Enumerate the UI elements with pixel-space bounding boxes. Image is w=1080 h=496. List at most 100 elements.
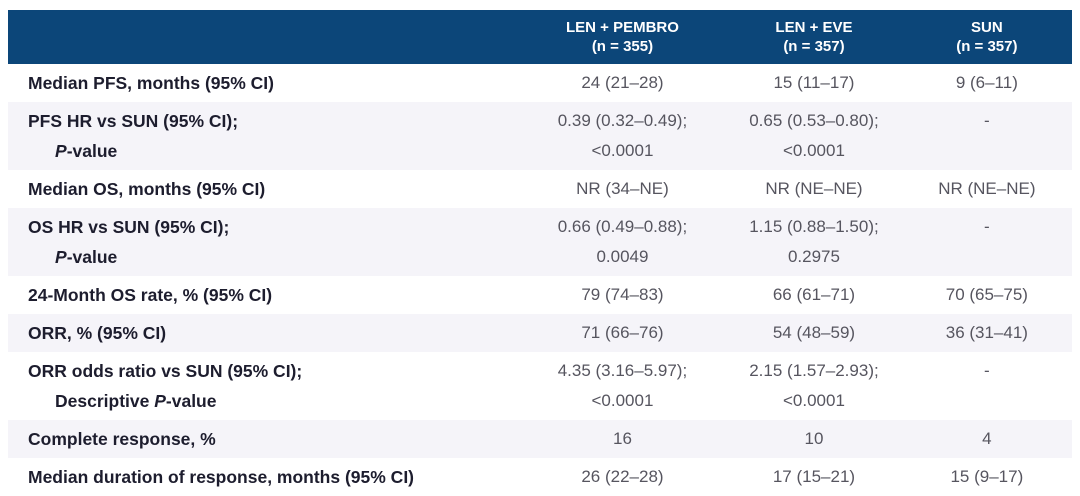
header-col-sun: SUN (n = 357) — [902, 18, 1072, 56]
cell-sun: NR (NE–NE) — [902, 174, 1072, 204]
cell-len-pembro: 79 (74–83) — [519, 280, 726, 310]
table-row: OS HR vs SUN (95% CI); P-value 0.66 (0.49–… — [8, 208, 1072, 276]
cell-value-line: 0.65 (0.53–0.80); — [749, 111, 879, 130]
header-arm-name: LEN + EVE — [775, 19, 853, 36]
cell-value-line: 9 (6–11) — [955, 73, 1018, 92]
cell-len-eve: 10 — [726, 424, 902, 454]
row-label: ORR, % (95% CI) — [8, 318, 519, 348]
header-arm-n: (n = 355) — [591, 38, 654, 55]
header-arm-name: SUN — [971, 19, 1003, 36]
cell-value-line: 16 — [612, 429, 632, 448]
table-row: Median duration of response, months (95%… — [8, 458, 1072, 496]
cell-value-line: NR (34–NE) — [576, 179, 669, 198]
table-row: ORR odds ratio vs SUN (95% CI); Descripti… — [8, 352, 1072, 420]
row-label: PFS HR vs SUN (95% CI); P-value — [8, 106, 519, 166]
cell-sun: 36 (31–41) — [902, 318, 1072, 348]
table-header: LEN + PEMBRO (n = 355) LEN + EVE (n = 35… — [8, 10, 1072, 64]
row-label-line: Complete response, % — [28, 429, 216, 449]
cell-value-line: 2.15 (1.57–2.93); — [749, 361, 879, 380]
cell-value-line: <0.0001 — [782, 391, 845, 410]
row-label: Complete response, % — [8, 424, 519, 454]
row-label: OS HR vs SUN (95% CI); P-value — [8, 212, 519, 272]
cell-len-pembro: 24 (21–28) — [519, 68, 726, 98]
row-label: Median PFS, months (95% CI) — [8, 68, 519, 98]
header-col-len-eve: LEN + EVE (n = 357) — [726, 18, 902, 56]
table-row: PFS HR vs SUN (95% CI); P-value 0.39 (0.32… — [8, 102, 1072, 170]
cell-sun: 70 (65–75) — [902, 280, 1072, 310]
row-label-line: P-value — [55, 247, 118, 267]
cell-value-line: 17 (15–21) — [772, 467, 856, 486]
cell-len-eve: NR (NE–NE) — [726, 174, 902, 204]
cell-value-line: 4.35 (3.16–5.97); — [557, 361, 688, 380]
cell-value-line: 79 (74–83) — [581, 285, 664, 304]
cell-value-line: 0.0049 — [596, 247, 649, 266]
cell-len-pembro: 71 (66–76) — [519, 318, 726, 348]
cell-len-pembro: 26 (22–28) — [519, 462, 726, 492]
cell-len-pembro: 0.66 (0.49–0.88); 0.0049 — [519, 212, 726, 272]
cell-value-line: - — [984, 361, 990, 380]
row-label-line: Median PFS, months (95% CI) — [28, 73, 274, 93]
table-row: Complete response, % 16 10 4 — [8, 420, 1072, 458]
header-col-len-pembro: LEN + PEMBRO (n = 355) — [519, 18, 726, 56]
row-label-line: Median duration of response, months (95%… — [28, 467, 415, 487]
row-label-line: ORR odds ratio vs SUN (95% CI); — [28, 361, 303, 381]
cell-len-eve: 0.65 (0.53–0.80); <0.0001 — [726, 106, 902, 166]
cell-len-eve: 1.15 (0.88–1.50); 0.2975 — [726, 212, 902, 272]
cell-value-line: - — [984, 111, 990, 130]
cell-value-line: 26 (22–28) — [581, 467, 664, 486]
cell-sun: - — [902, 356, 1072, 386]
row-label-line: Median OS, months (95% CI) — [28, 179, 266, 199]
cell-value-line: 1.15 (0.88–1.50); — [749, 217, 879, 236]
row-label-line: 24-Month OS rate, % (95% CI) — [28, 285, 273, 305]
table-body: Median PFS, months (95% CI) 24 (21–28) 15 … — [8, 64, 1072, 496]
cell-value-line: 66 (61–71) — [772, 285, 856, 304]
cell-value-line: 0.2975 — [787, 247, 840, 266]
cell-value-line: 24 (21–28) — [581, 73, 664, 92]
cell-len-pembro: 0.39 (0.32–0.49); <0.0001 — [519, 106, 726, 166]
cell-value-line: NR (NE–NE) — [765, 179, 863, 198]
table-row: 24-Month OS rate, % (95% CI) 79 (74–83) 66… — [8, 276, 1072, 314]
cell-value-line: 0.39 (0.32–0.49); — [557, 111, 688, 130]
header-arm-n: (n = 357) — [783, 38, 845, 55]
cell-len-pembro: NR (34–NE) — [519, 174, 726, 204]
cell-value-line: 36 (31–41) — [945, 323, 1028, 342]
cell-value-line: 71 (66–76) — [581, 323, 664, 342]
row-label-line: OS HR vs SUN (95% CI); — [28, 217, 230, 237]
row-label: ORR odds ratio vs SUN (95% CI); Descripti… — [8, 356, 519, 416]
cell-sun: 4 — [902, 424, 1072, 454]
header-arm-name: LEN + PEMBRO — [565, 19, 679, 36]
cell-value-line: 15 (11–17) — [773, 73, 855, 92]
cell-len-eve: 15 (11–17) — [726, 68, 902, 98]
row-label: 24-Month OS rate, % (95% CI) — [8, 280, 519, 310]
table-row: Median OS, months (95% CI) NR (34–NE) NR (… — [8, 170, 1072, 208]
cell-value-line: 4 — [982, 429, 992, 448]
cell-value-line: 0.66 (0.49–0.88); — [557, 217, 688, 236]
row-label-line: P-value — [55, 141, 118, 161]
cell-value-line: NR (NE–NE) — [938, 179, 1036, 198]
header-arm-n: (n = 357) — [956, 38, 1018, 55]
cell-len-eve: 2.15 (1.57–2.93); <0.0001 — [726, 356, 902, 416]
cell-len-pembro: 4.35 (3.16–5.97); <0.0001 — [519, 356, 726, 416]
table-row: ORR, % (95% CI) 71 (66–76) 54 (48–59) 36 (3… — [8, 314, 1072, 352]
row-label-line: PFS HR vs SUN (95% CI); — [28, 111, 239, 131]
cell-len-eve: 66 (61–71) — [726, 280, 902, 310]
row-label: Median duration of response, months (95%… — [8, 462, 519, 492]
cell-sun: - — [902, 106, 1072, 136]
cell-value-line: 54 (48–59) — [772, 323, 856, 342]
cell-value-line: 70 (65–75) — [945, 285, 1028, 304]
cell-value-line: 15 (9–17) — [950, 467, 1024, 486]
cell-sun: 9 (6–11) — [902, 68, 1072, 98]
cell-len-eve: 54 (48–59) — [726, 318, 902, 348]
cell-len-pembro: 16 — [519, 424, 726, 454]
cell-sun: 15 (9–17) — [902, 462, 1072, 492]
cell-value-line: <0.0001 — [782, 141, 845, 160]
row-label: Median OS, months (95% CI) — [8, 174, 519, 204]
cell-sun: - — [902, 212, 1072, 242]
row-label-line: ORR, % (95% CI) — [28, 323, 167, 343]
cell-value-line: <0.0001 — [591, 391, 654, 410]
table-row: Median PFS, months (95% CI) 24 (21–28) 15 … — [8, 64, 1072, 102]
cell-value-line: 10 — [804, 429, 824, 448]
cell-len-eve: 17 (15–21) — [726, 462, 902, 492]
cell-value-line: <0.0001 — [591, 141, 654, 160]
